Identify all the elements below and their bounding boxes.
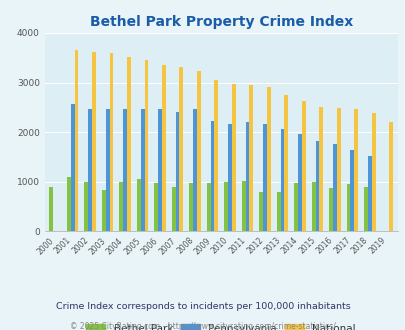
Bar: [228, 124, 231, 231]
Bar: [154, 183, 158, 231]
Bar: [332, 144, 336, 231]
Bar: [210, 121, 214, 231]
Bar: [136, 179, 140, 231]
Bar: [84, 182, 88, 231]
Bar: [371, 113, 375, 231]
Bar: [158, 109, 162, 231]
Bar: [346, 184, 350, 231]
Bar: [301, 101, 305, 231]
Bar: [193, 109, 196, 231]
Bar: [144, 60, 148, 231]
Bar: [175, 112, 179, 231]
Bar: [241, 181, 245, 231]
Bar: [319, 107, 322, 231]
Title: Bethel Park Property Crime Index: Bethel Park Property Crime Index: [90, 15, 352, 29]
Bar: [105, 109, 109, 231]
Bar: [258, 192, 262, 231]
Bar: [123, 109, 127, 231]
Bar: [280, 129, 283, 231]
Bar: [75, 50, 78, 231]
Bar: [249, 85, 253, 231]
Bar: [102, 190, 105, 231]
Bar: [109, 53, 113, 231]
Bar: [206, 183, 210, 231]
Bar: [70, 104, 75, 231]
Bar: [311, 182, 315, 231]
Bar: [350, 150, 354, 231]
Bar: [127, 57, 130, 231]
Bar: [266, 87, 270, 231]
Bar: [328, 188, 332, 231]
Bar: [162, 65, 165, 231]
Bar: [171, 187, 175, 231]
Bar: [388, 122, 392, 231]
Bar: [262, 124, 266, 231]
Bar: [214, 80, 218, 231]
Bar: [231, 84, 235, 231]
Bar: [354, 109, 357, 231]
Bar: [49, 187, 53, 231]
Bar: [88, 109, 92, 231]
Bar: [294, 183, 297, 231]
Bar: [92, 52, 96, 231]
Bar: [67, 177, 70, 231]
Bar: [297, 134, 301, 231]
Bar: [189, 183, 193, 231]
Bar: [284, 95, 288, 231]
Bar: [245, 122, 249, 231]
Bar: [140, 109, 144, 231]
Bar: [315, 141, 319, 231]
Bar: [276, 192, 280, 231]
Text: Crime Index corresponds to incidents per 100,000 inhabitants: Crime Index corresponds to incidents per…: [55, 302, 350, 311]
Bar: [196, 71, 200, 231]
Text: © 2025 CityRating.com - https://www.cityrating.com/crime-statistics/: © 2025 CityRating.com - https://www.city…: [70, 322, 335, 330]
Bar: [367, 156, 371, 231]
Bar: [224, 182, 228, 231]
Legend: Bethel Park, Pennsylvania, National: Bethel Park, Pennsylvania, National: [82, 319, 359, 330]
Bar: [336, 108, 340, 231]
Bar: [119, 182, 123, 231]
Bar: [363, 187, 367, 231]
Bar: [179, 67, 183, 231]
